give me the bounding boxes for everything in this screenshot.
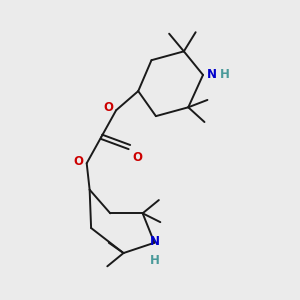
- Text: O: O: [74, 155, 84, 168]
- Text: O: O: [103, 101, 113, 114]
- Text: N: N: [206, 68, 217, 81]
- Text: N: N: [149, 235, 159, 248]
- Text: O: O: [132, 151, 142, 164]
- Text: H: H: [220, 68, 230, 81]
- Text: H: H: [149, 254, 159, 267]
